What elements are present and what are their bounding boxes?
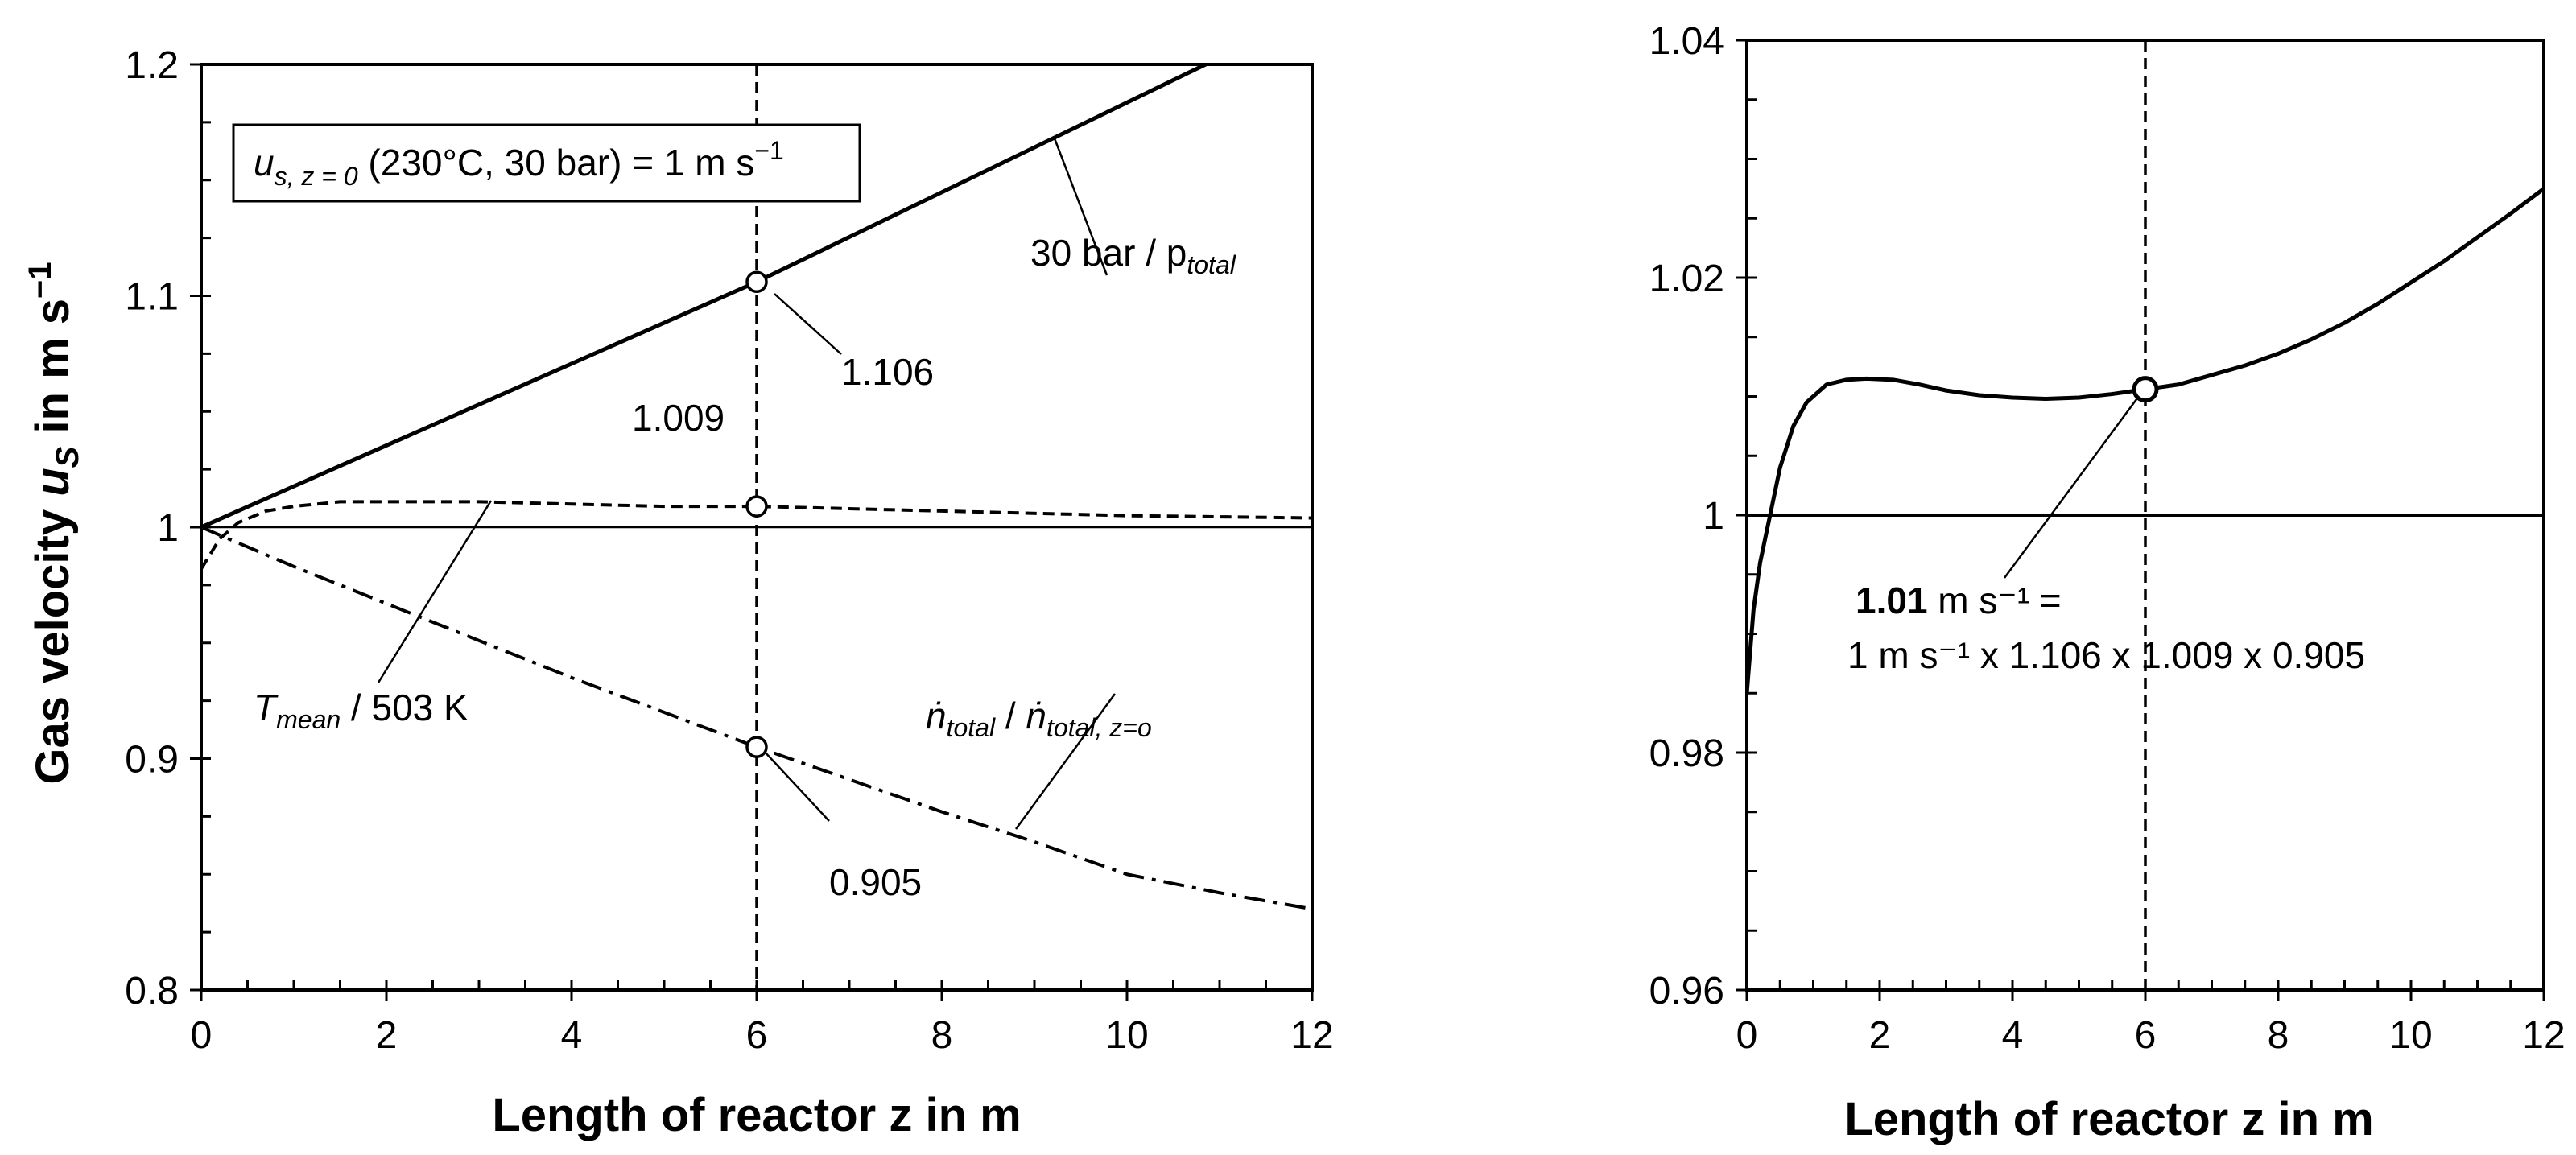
right-x-tick-labels: 0 2 4 6 8 10 12 — [1736, 1014, 2566, 1057]
right-series-line-0 — [1747, 187, 2544, 694]
right-x-tick-label: 0 — [1736, 1014, 1758, 1057]
condition-box-text: us, z = 0 (230°C, 30 bar) = 1 m s−1 — [254, 136, 784, 191]
pressure-label-main: 30 bar / p — [1030, 232, 1187, 274]
left-leader-line-4 — [1014, 693, 1117, 830]
left-x-tick-labels: 0 2 4 6 8 10 12 — [191, 1014, 1334, 1057]
left-x-tick-label: 6 — [746, 1014, 768, 1057]
right-y-tick-labels: 0.96 0.98 1 1.02 1.04 — [1649, 20, 1724, 1013]
right-major-ticks — [1736, 39, 2545, 1001]
right-x-tick-label: 12 — [2522, 1014, 2565, 1057]
right-y-tick-label: 1 — [1703, 495, 1724, 538]
molar-label-sub1: total — [947, 713, 996, 742]
left-x-tick-label: 0 — [191, 1014, 213, 1057]
right-x-tick-label: 4 — [2002, 1014, 2024, 1057]
pressure-curve-label: 30 bar / ptotal — [1030, 232, 1236, 279]
left-x-tick-label: 10 — [1105, 1014, 1148, 1057]
temperature-label-sub: mean — [276, 705, 341, 734]
right-annotation-line2: 1 m s⁻¹ x 1.106 x 1.009 x 0.905 — [1847, 634, 2365, 676]
left-leader-line-1 — [774, 293, 842, 355]
box-rest: (230°C, 30 bar) = 1 m s — [358, 142, 755, 184]
point-label-1106: 1.106 — [841, 351, 934, 393]
right-leader-line-0 — [2003, 392, 2143, 579]
left-y-tick-label: 0.9 — [125, 739, 179, 782]
left-y-tick-label: 1.2 — [125, 44, 179, 87]
box-superscript: −1 — [754, 136, 783, 165]
right-series — [1747, 187, 2544, 694]
left-x-tick-label: 4 — [561, 1014, 583, 1057]
y-title-u: u — [27, 468, 79, 496]
y-title-part2: in m s — [27, 299, 79, 447]
left-x-tick-label: 2 — [376, 1014, 398, 1057]
right-leader-lines — [2003, 392, 2143, 579]
molar-label-n2: ṅ — [1026, 695, 1046, 736]
point-label-1009: 1.009 — [632, 397, 724, 439]
right-reference-lines — [1747, 40, 2544, 990]
right-annotation-line1-rest: m s⁻¹ = — [1928, 580, 2062, 621]
left-y-axis-title: Gas velocity uS in m s−1 — [23, 262, 85, 784]
left-series-line-2 — [201, 526, 1312, 911]
molar-label-n1: ṅ — [926, 695, 947, 736]
left-x-tick-label: 12 — [1290, 1014, 1333, 1057]
right-annotation-line1: 1.01 m s⁻¹ = — [1856, 580, 2062, 621]
y-title-sup: −1 — [23, 262, 58, 299]
left-points — [745, 270, 768, 758]
left-x-axis-title: Length of reactor z in m — [492, 1089, 1021, 1141]
right-y-tick-label: 1.02 — [1649, 258, 1724, 300]
right-y-tick-label: 0.96 — [1649, 970, 1724, 1013]
right-chart: 0 2 4 6 8 10 12 0.96 0.98 1 1.02 1.04 1.01 m s⁻¹ =… — [1649, 20, 2566, 1145]
temperature-label-rest: / 503 K — [341, 687, 469, 728]
pressure-label-sub: total — [1187, 250, 1236, 279]
box-u-symbol: u — [254, 142, 275, 184]
right-x-tick-label: 6 — [2135, 1014, 2157, 1057]
right-x-axis-title: Length of reactor z in m — [1844, 1093, 2373, 1145]
y-title-part1: Gas velocity — [27, 497, 79, 785]
molar-label-slash: / — [995, 695, 1026, 736]
left-y-tick-label: 0.8 — [125, 970, 179, 1013]
left-plot-frame — [200, 63, 1314, 992]
temperature-curve-label: Tmean / 503 K — [254, 687, 469, 734]
right-y-tick-label: 0.98 — [1649, 732, 1724, 775]
left-leader-lines — [377, 138, 1117, 830]
right-data-point-0 — [2132, 376, 2159, 403]
y-title-sub: S — [50, 446, 85, 468]
left-x-tick-label: 8 — [931, 1014, 953, 1057]
right-x-tick-label: 10 — [2389, 1014, 2432, 1057]
temperature-label-main: T — [254, 687, 279, 728]
left-leader-line-0 — [1053, 138, 1108, 276]
right-plot-frame — [1745, 39, 2545, 992]
right-x-tick-label: 8 — [2268, 1014, 2289, 1057]
right-annotation-bold: 1.01 — [1856, 580, 1928, 621]
molar-label-sub2: total, z=o — [1046, 713, 1152, 742]
molar-flow-curve-label: ṅtotal / ṅtotal, z=o — [926, 695, 1152, 742]
right-y-tick-label: 1.04 — [1649, 20, 1724, 63]
left-y-tick-label: 1.1 — [125, 276, 179, 319]
right-points — [2132, 376, 2159, 403]
left-reference-lines — [201, 64, 1312, 990]
left-series-line-1 — [201, 500, 1312, 570]
left-y-tick-label: 1 — [157, 507, 179, 550]
left-data-point-1 — [745, 495, 768, 518]
box-u-subscript: s, z = 0 — [275, 162, 358, 191]
point-label-0905: 0.905 — [829, 861, 922, 903]
left-major-ticks — [190, 63, 1314, 1001]
left-y-tick-labels: 0.8 0.9 1 1.1 1.2 — [125, 44, 179, 1013]
right-x-tick-label: 2 — [1869, 1014, 1891, 1057]
left-data-point-2 — [745, 736, 768, 758]
left-chart: 0 2 4 6 8 10 12 0.80.911.11.2 us, z = 0 (230°C… — [23, 44, 1334, 1141]
left-data-point-0 — [745, 270, 768, 293]
left-leader-line-2 — [762, 749, 830, 822]
condition-box — [232, 123, 861, 203]
left-leader-line-3 — [377, 500, 493, 683]
